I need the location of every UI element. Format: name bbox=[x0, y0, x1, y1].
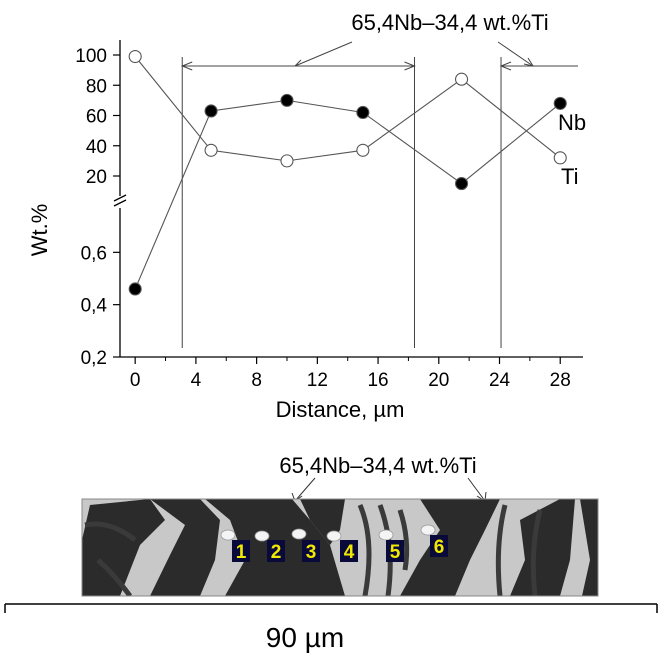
point-label: 2 bbox=[271, 542, 282, 563]
micrograph-dark-band bbox=[510, 499, 575, 596]
point-label-box bbox=[386, 540, 404, 562]
annotation-leader-1 bbox=[294, 41, 353, 67]
point-label: 6 bbox=[434, 537, 445, 558]
y-tick-label: 20 bbox=[86, 167, 107, 188]
axes: 0 4 8 12 16 20 24 28 20 40 60 80 100 0,2 0,4 0,6 bbox=[75, 40, 583, 391]
micrograph-border bbox=[81, 498, 599, 597]
x-tick-label: 4 bbox=[191, 370, 202, 391]
analysis-spot bbox=[378, 529, 394, 541]
micrograph-dark-band bbox=[150, 499, 220, 596]
data-point-ti bbox=[280, 154, 294, 168]
micrograph-arrows bbox=[291, 477, 487, 502]
micrograph-points: 1 2 3 4 5 6 bbox=[220, 524, 448, 563]
annotation-leader-2 bbox=[497, 41, 534, 67]
micrograph-dark-band bbox=[400, 499, 500, 596]
scale-bar-label: 90 µm bbox=[266, 622, 344, 653]
micrograph-striation bbox=[96, 558, 133, 596]
analysis-spot bbox=[291, 528, 307, 540]
analysis-spot bbox=[326, 530, 342, 542]
micrograph-content bbox=[82, 499, 598, 596]
legend-label-ti: Ti bbox=[561, 164, 579, 189]
analysis-spot bbox=[254, 530, 270, 542]
x-tick-label: 8 bbox=[251, 370, 262, 391]
micrograph-striation bbox=[530, 509, 543, 596]
point-label-box bbox=[232, 540, 250, 562]
point-label: 1 bbox=[236, 542, 247, 563]
region-arrowhead-2 bbox=[499, 61, 512, 71]
point-label-box bbox=[302, 540, 320, 562]
scale-bar bbox=[4, 603, 658, 613]
series-layer bbox=[128, 49, 567, 296]
x-axis-label: Distance, µm bbox=[276, 397, 405, 422]
data-point-nb bbox=[356, 105, 370, 120]
series-line-ti bbox=[134, 56, 561, 162]
x-tick-label: 16 bbox=[367, 370, 388, 391]
region-arrowhead-left bbox=[180, 61, 193, 71]
point-label-box bbox=[267, 540, 285, 562]
micrograph-striation bbox=[357, 504, 372, 596]
chart: 0 4 8 12 16 20 24 28 20 40 60 80 100 0,2 0,4 0,6 Wt.% D… bbox=[27, 10, 586, 422]
micrograph-annotation: 65,4Nb–34,4 wt.%Ti bbox=[279, 453, 476, 478]
data-point-ti bbox=[455, 72, 469, 86]
analysis-spot bbox=[220, 529, 236, 541]
annotation-leader-arrow-2 bbox=[523, 57, 535, 67]
x-tick-label: 24 bbox=[489, 370, 511, 391]
data-point-ti bbox=[356, 143, 370, 157]
y-tick-label: 0,4 bbox=[81, 296, 108, 317]
region-arrowhead-right bbox=[404, 61, 416, 71]
annotation-leader-arrow-1 bbox=[293, 59, 304, 67]
data-point-nb bbox=[280, 93, 294, 107]
data-point-nb bbox=[204, 104, 218, 118]
point-label: 4 bbox=[344, 542, 355, 563]
data-point-nb bbox=[128, 282, 142, 296]
micrograph-striation bbox=[84, 521, 137, 542]
x-tick-label: 0 bbox=[130, 370, 141, 391]
data-point-nb bbox=[455, 177, 469, 191]
micrograph-image bbox=[81, 498, 599, 597]
y-tick-label: 80 bbox=[86, 76, 107, 97]
data-point-ti bbox=[128, 49, 142, 64]
micrograph-leader-1 bbox=[294, 477, 316, 502]
point-label: 3 bbox=[306, 542, 317, 563]
data-point-ti bbox=[204, 143, 218, 157]
micrograph-striation bbox=[495, 504, 508, 596]
micrograph: 65,4Nb–34,4 wt.%Ti 1 2 3 4 5 6 90 µm bbox=[4, 453, 658, 653]
y-tick-label: 0,6 bbox=[81, 243, 107, 264]
y-tick-label: 0,2 bbox=[81, 348, 107, 369]
x-tick-label: 28 bbox=[550, 370, 571, 391]
y-axis-label: Wt.% bbox=[27, 204, 52, 257]
axis-break-mark-2 bbox=[113, 194, 127, 202]
x-tick-label: 12 bbox=[307, 370, 328, 391]
micrograph-leader-2 bbox=[467, 477, 486, 502]
micrograph-dark-band bbox=[580, 499, 598, 596]
series-line-nb bbox=[134, 99, 561, 290]
data-point-ti bbox=[553, 151, 567, 165]
analysis-spot bbox=[420, 524, 436, 536]
x-tick-label: 20 bbox=[428, 370, 449, 391]
chart-annotation: 65,4Nb–34,4 wt.%Ti bbox=[351, 10, 548, 35]
region-markers bbox=[180, 41, 578, 348]
point-label-box bbox=[340, 540, 358, 562]
micrograph-striation bbox=[397, 509, 410, 571]
axis-break-mark-1 bbox=[113, 199, 127, 207]
data-point-nb bbox=[553, 96, 567, 110]
y-tick-label: 40 bbox=[86, 137, 107, 158]
y-tick-label: 100 bbox=[75, 46, 107, 67]
y-tick-label: 60 bbox=[86, 107, 107, 128]
point-label: 5 bbox=[390, 542, 401, 563]
legend-label-nb: Nb bbox=[558, 110, 586, 135]
point-label-box bbox=[430, 535, 448, 557]
